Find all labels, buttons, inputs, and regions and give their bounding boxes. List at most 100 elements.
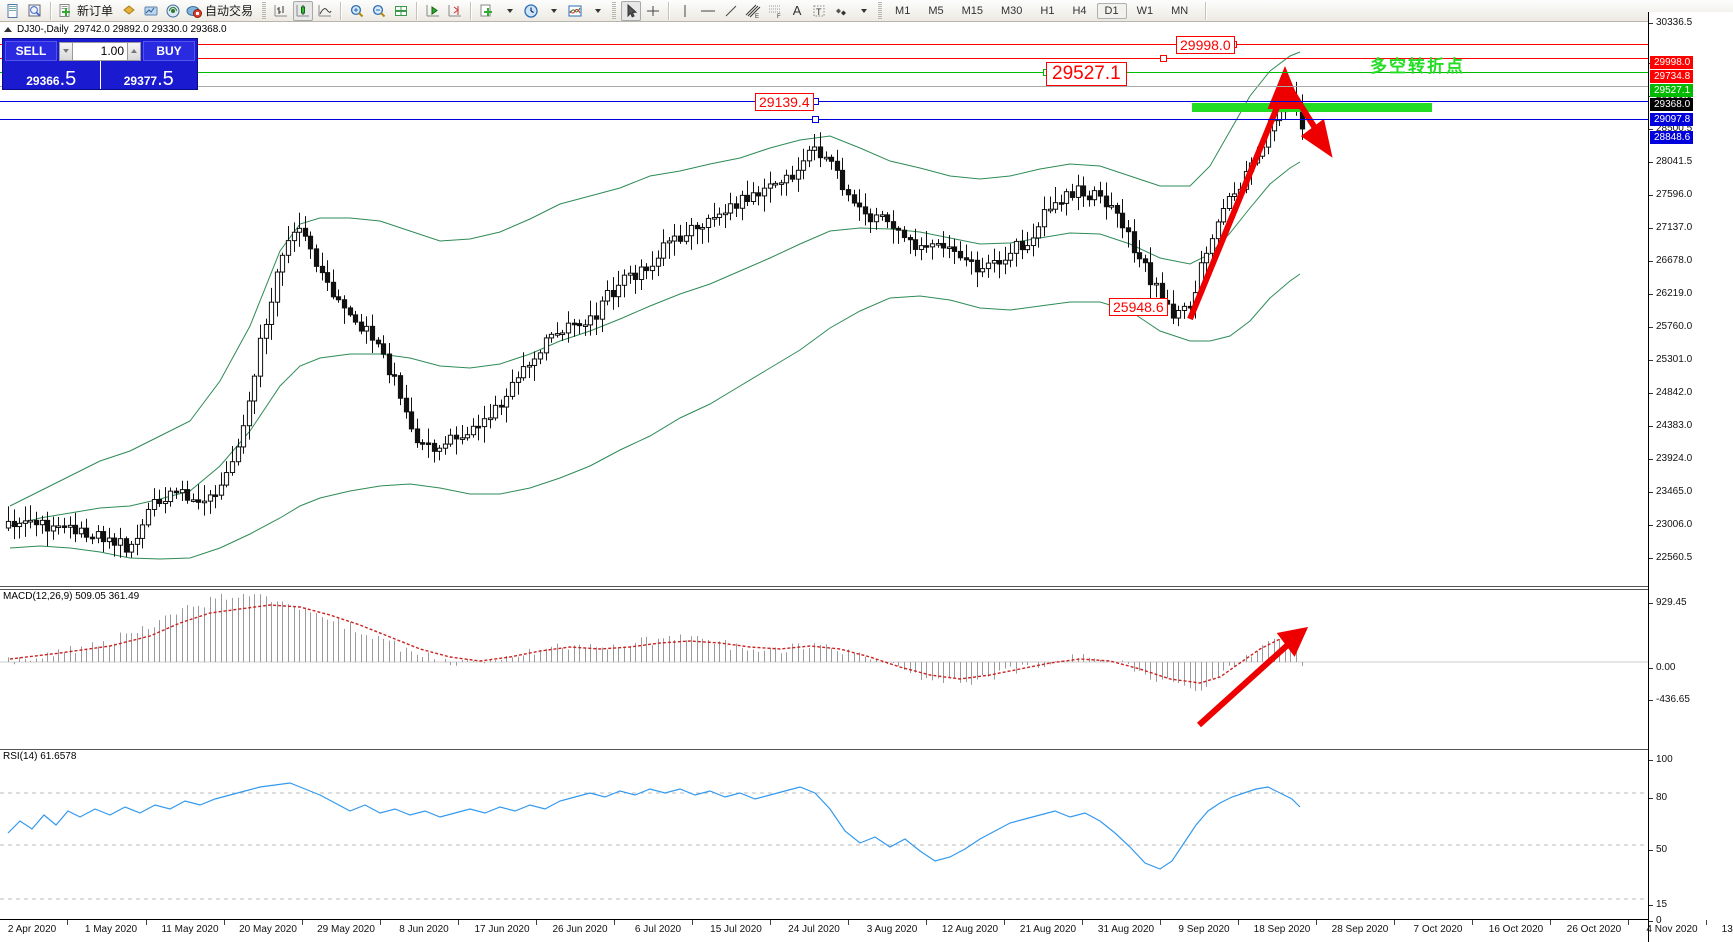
equidistant-channel-icon[interactable]: E xyxy=(743,1,763,21)
time-label: 16 Oct 2020 xyxy=(1488,924,1544,935)
time-tick xyxy=(224,920,225,925)
crosshair-icon[interactable] xyxy=(643,1,663,21)
time-label: 1 May 2020 xyxy=(84,924,138,935)
bid-price[interactable]: 29366 . 5 xyxy=(3,61,100,89)
timeframe-group[interactable]: M1 M5 M15 M30 H1 H4 D1 W1 MN xyxy=(886,2,1197,19)
expert-advisor-icon[interactable] xyxy=(119,1,139,21)
price-badge-28848-6[interactable]: 28848.6 xyxy=(1650,131,1694,144)
shapes-icon[interactable] xyxy=(831,1,851,21)
autotrading-button[interactable]: 自动交易 xyxy=(185,1,257,21)
time-tick xyxy=(614,920,615,925)
annotation-29139[interactable]: 29139.4 xyxy=(755,93,814,111)
timeframe-d1[interactable]: D1 xyxy=(1096,2,1127,19)
price-tick-28500-5: 28500.5 xyxy=(1649,123,1692,134)
vertical-line-icon[interactable] xyxy=(675,1,695,21)
timeframe-w1[interactable]: W1 xyxy=(1136,4,1154,17)
price-badge-29734-8[interactable]: 29734.8 xyxy=(1650,70,1694,83)
time-label: 29 May 2020 xyxy=(317,924,375,935)
time-tick xyxy=(1004,920,1005,925)
collapse-icon[interactable] xyxy=(4,27,12,32)
price-tick-22560-5: 22560.5 xyxy=(1649,552,1692,563)
templates-icon[interactable] xyxy=(565,1,585,21)
chart-shift-icon[interactable] xyxy=(445,1,465,21)
time-label: 28 Sep 2020 xyxy=(1331,924,1389,935)
turning-point-band xyxy=(1192,103,1432,112)
volume-stepper[interactable]: 1.00 xyxy=(59,41,141,61)
zoom-out-icon[interactable] xyxy=(369,1,389,21)
signals-icon[interactable] xyxy=(163,1,183,21)
price-badge-29368-0[interactable]: 29368.0 xyxy=(1650,98,1694,111)
toolbar-separator-1 xyxy=(50,1,52,20)
annotation-29527[interactable]: 29527.1 xyxy=(1046,62,1127,86)
price-tick-25760-0: 25760.0 xyxy=(1649,321,1692,332)
zoom-in-icon[interactable] xyxy=(347,1,367,21)
time-tick xyxy=(1550,920,1551,925)
volume-input[interactable]: 1.00 xyxy=(73,41,127,61)
time-tick xyxy=(302,920,303,925)
period-icon[interactable] xyxy=(521,1,541,21)
fibonacci-icon[interactable]: F xyxy=(765,1,785,21)
templates-dropdown[interactable] xyxy=(587,1,607,21)
timeframe-m30[interactable]: M30 xyxy=(1001,4,1023,17)
annotation-25948[interactable]: 25948.6 xyxy=(1109,298,1168,316)
time-tick xyxy=(1082,920,1083,925)
level-marker-29734[interactable] xyxy=(1160,55,1167,62)
price-badge-29527-1[interactable]: 29527.1 xyxy=(1650,84,1694,97)
level-line-29527 xyxy=(0,72,1648,73)
line-chart-icon[interactable] xyxy=(315,1,335,21)
chart-header: DJ30-,Daily 29742.0 29892.0 29330.0 2936… xyxy=(0,23,1733,36)
time-tick xyxy=(1238,920,1239,925)
level-marker-28848[interactable] xyxy=(812,116,819,123)
bar-chart-icon[interactable] xyxy=(271,1,291,21)
shapes-dropdown[interactable] xyxy=(853,1,873,21)
label-icon[interactable]: T xyxy=(809,1,829,21)
time-label: 31 Aug 2020 xyxy=(1097,924,1155,935)
candlestick-chart-icon[interactable] xyxy=(293,0,314,21)
main-toolbar[interactable]: 新订单 自动交易 xyxy=(0,0,1733,22)
trade-panel-prices: 29366 . 5 29377 . 5 xyxy=(3,61,197,89)
data-window-icon[interactable] xyxy=(391,1,411,21)
price-tick-27596-0: 27596.0 xyxy=(1649,189,1692,200)
price-chart-pane[interactable] xyxy=(0,36,1648,588)
time-scale[interactable]: 2 Apr 2020 1 May 2020 11 May 2020 20 May 20… xyxy=(0,919,1733,942)
indicator-list-icon[interactable] xyxy=(477,1,497,21)
trendline-icon[interactable] xyxy=(721,1,741,21)
annotation-29998[interactable]: 29998.0 xyxy=(1176,36,1235,54)
new-chart-icon[interactable] xyxy=(3,1,23,21)
auto-scroll-icon[interactable] xyxy=(423,1,443,21)
timeframe-m15[interactable]: M15 xyxy=(961,4,983,17)
indicators-icon[interactable] xyxy=(141,1,161,21)
rsi-pane[interactable] xyxy=(0,751,1648,918)
macd-label: MACD(12,26,9) 509.05 361.49 xyxy=(3,591,140,602)
horizontal-line-icon[interactable] xyxy=(697,1,719,21)
timeframe-h1[interactable]: H1 xyxy=(1040,4,1055,17)
pane-separator-macd[interactable] xyxy=(0,586,1648,590)
cursor-icon[interactable] xyxy=(621,0,642,21)
ask-price[interactable]: 29377 . 5 xyxy=(101,61,198,89)
timeframe-m1[interactable]: M1 xyxy=(895,4,911,17)
macd-pane[interactable] xyxy=(0,591,1648,747)
sell-button[interactable]: SELL xyxy=(5,41,57,61)
toolbar-grip-1[interactable] xyxy=(262,2,267,19)
new-order-button[interactable]: 新订单 xyxy=(57,1,117,21)
profiles-icon[interactable] xyxy=(25,1,45,21)
price-tick-27137-0: 27137.0 xyxy=(1649,222,1692,233)
toolbar-separator-5 xyxy=(668,1,671,20)
volume-down-button[interactable] xyxy=(59,41,73,61)
price-badge-29998-0[interactable]: 29998.0 xyxy=(1650,56,1694,69)
indicator-list-dropdown[interactable] xyxy=(499,1,519,21)
timeframe-h4[interactable]: H4 xyxy=(1072,4,1087,17)
buy-button[interactable]: BUY xyxy=(143,41,195,61)
annotation-turning-point[interactable]: 多空转折点 xyxy=(1370,57,1465,77)
price-scale[interactable]: 30336.529877.528959.528500.528041.527596… xyxy=(1648,12,1733,942)
volume-up-button[interactable] xyxy=(127,41,141,61)
price-tick-23465-0: 23465.0 xyxy=(1649,486,1692,497)
timeframe-m5[interactable]: M5 xyxy=(928,4,944,17)
period-dropdown[interactable] xyxy=(543,1,563,21)
price-badge-29097-8[interactable]: 29097.8 xyxy=(1650,113,1694,126)
one-click-trading-panel[interactable]: SELL 1.00 BUY 29366 . 5 29377 . 5 xyxy=(2,38,198,90)
toolbar-grip-3[interactable] xyxy=(878,2,883,19)
text-icon[interactable]: A xyxy=(792,3,802,18)
toolbar-grip-2[interactable] xyxy=(612,2,617,19)
timeframe-mn[interactable]: MN xyxy=(1171,4,1189,17)
